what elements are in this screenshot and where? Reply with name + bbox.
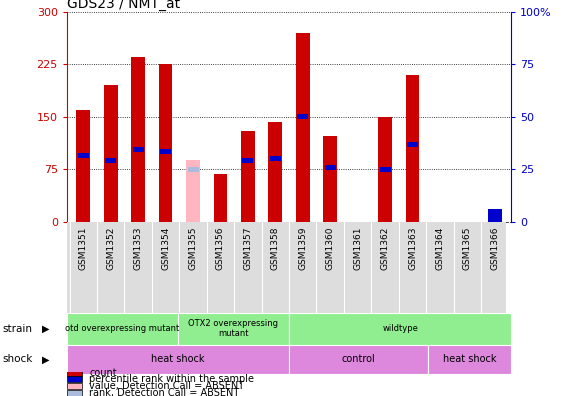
Text: GSM1365: GSM1365 <box>463 226 472 270</box>
Bar <box>241 131 254 222</box>
Bar <box>296 33 310 222</box>
Bar <box>67 313 178 345</box>
Text: percentile rank within the sample: percentile rank within the sample <box>89 375 254 385</box>
Text: GSM1353: GSM1353 <box>134 226 143 270</box>
Text: ▶: ▶ <box>42 324 49 334</box>
Bar <box>378 117 392 222</box>
Text: strain: strain <box>3 324 33 334</box>
Bar <box>132 147 144 152</box>
Bar <box>214 174 227 222</box>
Text: ▶: ▶ <box>42 354 49 364</box>
Bar <box>67 390 83 396</box>
Text: shock: shock <box>3 354 33 364</box>
Text: GSM1362: GSM1362 <box>381 226 390 270</box>
Bar <box>406 75 419 222</box>
Bar <box>242 158 253 163</box>
Text: GSM1366: GSM1366 <box>490 226 499 270</box>
Bar <box>186 160 200 222</box>
Text: GSM1352: GSM1352 <box>106 226 115 270</box>
Text: OTX2 overexpressing
mutant: OTX2 overexpressing mutant <box>188 319 278 338</box>
Text: GDS23 / NMT_at: GDS23 / NMT_at <box>67 0 180 11</box>
Text: heat shock: heat shock <box>443 354 496 364</box>
Bar <box>67 383 83 389</box>
Bar <box>488 218 501 222</box>
Bar <box>324 136 337 222</box>
Text: GSM1363: GSM1363 <box>408 226 417 270</box>
Bar <box>105 158 116 163</box>
Text: GSM1355: GSM1355 <box>188 226 198 270</box>
Text: otd overexpressing mutant: otd overexpressing mutant <box>65 324 180 333</box>
Bar <box>428 345 511 374</box>
Bar <box>160 149 171 154</box>
Bar <box>270 156 281 161</box>
Text: rank, Detection Call = ABSENT: rank, Detection Call = ABSENT <box>89 388 239 396</box>
Bar <box>67 345 289 374</box>
Text: GSM1354: GSM1354 <box>161 226 170 270</box>
Bar <box>77 110 90 222</box>
Bar <box>379 167 390 172</box>
Bar <box>159 64 173 222</box>
Bar <box>325 165 336 169</box>
Text: GSM1359: GSM1359 <box>298 226 307 270</box>
Text: GSM1364: GSM1364 <box>435 226 444 270</box>
Bar <box>268 122 282 222</box>
Bar <box>407 142 418 147</box>
Text: GSM1361: GSM1361 <box>353 226 362 270</box>
Bar <box>188 167 199 172</box>
Text: GSM1351: GSM1351 <box>79 226 88 270</box>
Text: heat shock: heat shock <box>151 354 205 364</box>
Bar <box>297 114 309 119</box>
Bar <box>67 376 83 383</box>
Text: value, Detection Call = ABSENT: value, Detection Call = ABSENT <box>89 381 244 391</box>
Text: count: count <box>89 367 117 377</box>
Bar <box>67 369 83 375</box>
Bar <box>289 313 511 345</box>
Bar <box>78 153 89 158</box>
Bar <box>488 209 501 222</box>
Text: wildtype: wildtype <box>382 324 418 333</box>
Bar <box>178 313 289 345</box>
Bar <box>104 85 117 222</box>
Text: GSM1358: GSM1358 <box>271 226 280 270</box>
Text: GSM1360: GSM1360 <box>326 226 335 270</box>
Bar <box>131 57 145 222</box>
Text: control: control <box>342 354 375 364</box>
Text: GSM1357: GSM1357 <box>243 226 252 270</box>
Text: GSM1356: GSM1356 <box>216 226 225 270</box>
Bar <box>289 345 428 374</box>
